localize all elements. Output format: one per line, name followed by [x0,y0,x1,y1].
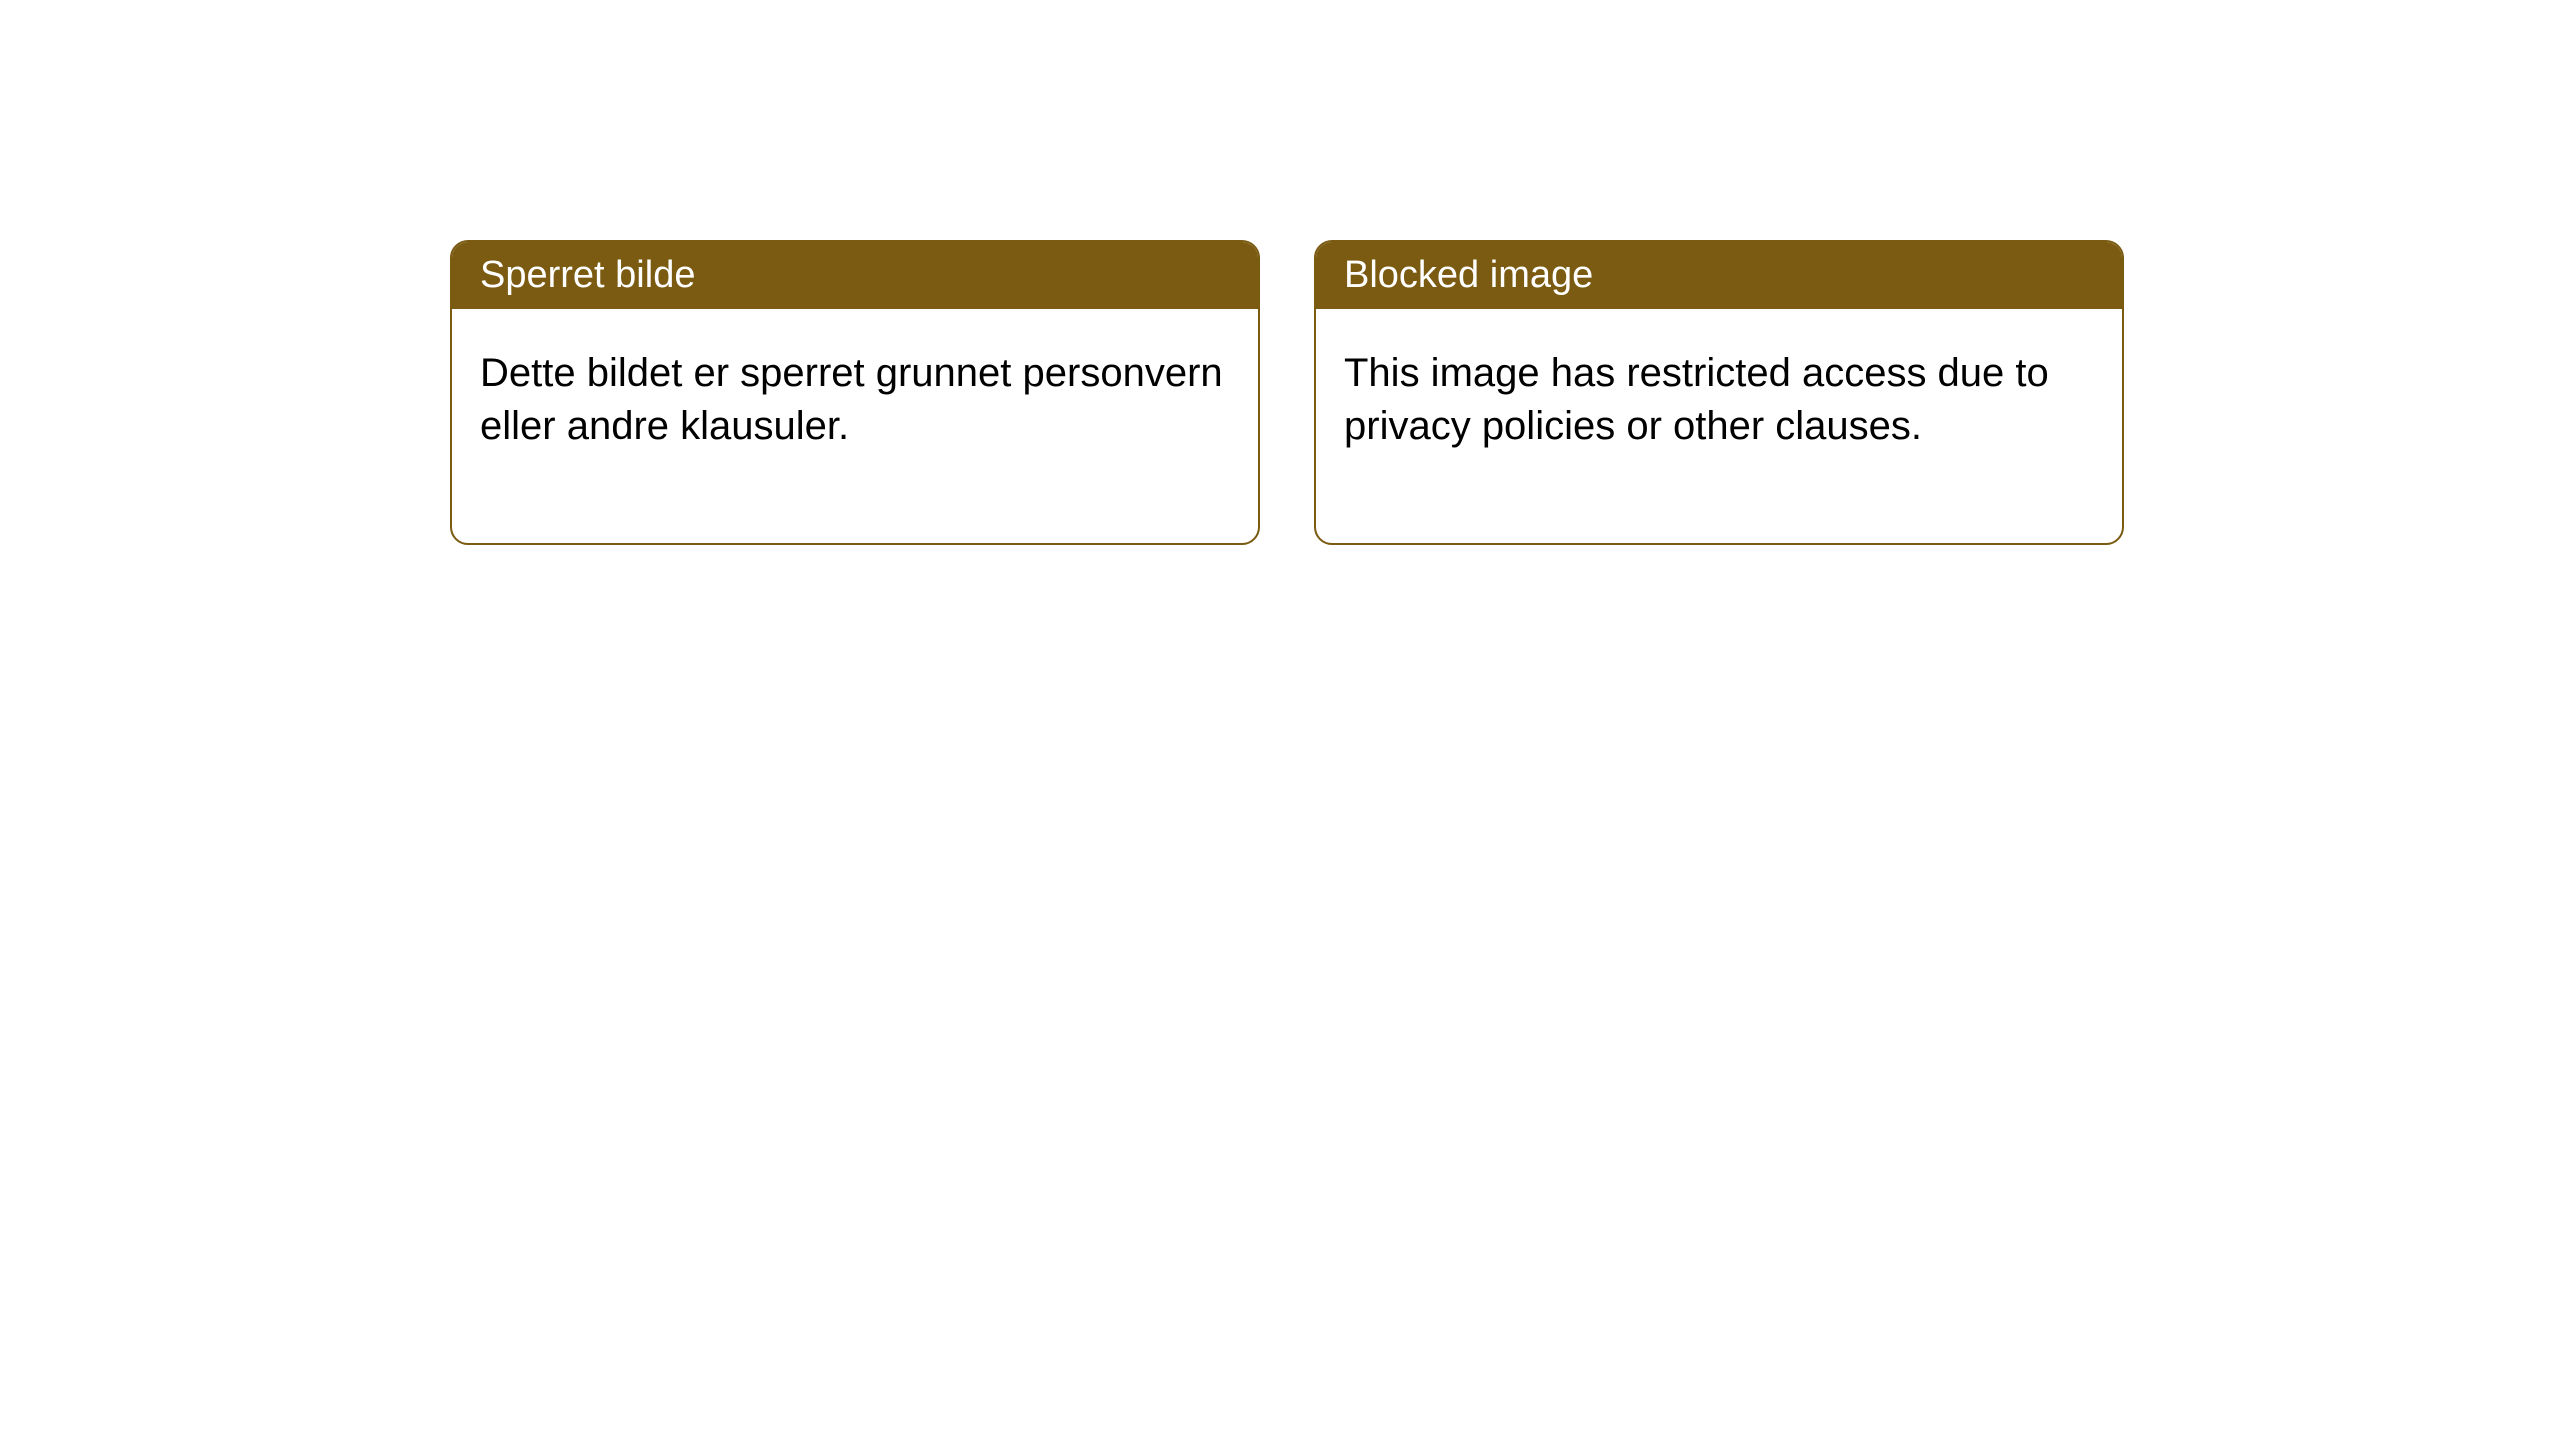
notice-card-norwegian: Sperret bilde Dette bildet er sperret gr… [450,240,1260,545]
notice-body-english: This image has restricted access due to … [1316,309,2122,543]
notice-card-english: Blocked image This image has restricted … [1314,240,2124,545]
notice-header-norwegian: Sperret bilde [452,242,1258,309]
notice-container: Sperret bilde Dette bildet er sperret gr… [0,0,2560,545]
notice-header-english: Blocked image [1316,242,2122,309]
notice-body-norwegian: Dette bildet er sperret grunnet personve… [452,309,1258,543]
